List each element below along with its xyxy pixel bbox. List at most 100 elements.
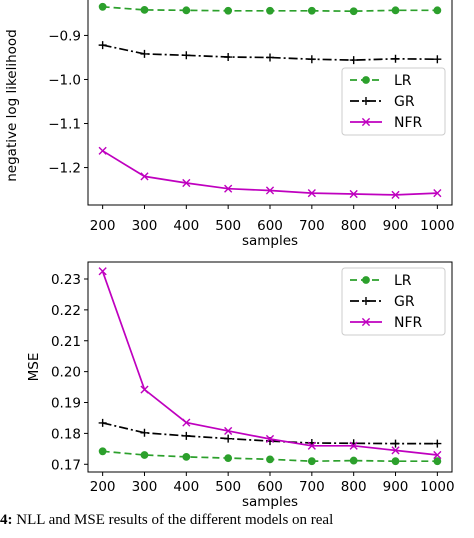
data-point-gr xyxy=(182,431,191,440)
x-tick-label: 200 xyxy=(90,479,116,495)
data-point-gr xyxy=(98,418,107,427)
y-tick-label: 0.22 xyxy=(51,303,81,319)
x-tick-label: 900 xyxy=(383,218,409,234)
x-tick-label: 1000 xyxy=(420,218,454,234)
legend-marker-lr xyxy=(362,276,370,284)
y-tick-label: −0.9 xyxy=(48,28,81,44)
data-point-nfr xyxy=(265,186,275,195)
data-point-gr xyxy=(224,434,233,443)
data-point-lr xyxy=(140,5,149,14)
x-tick-label: 800 xyxy=(341,218,367,234)
legend-label-lr: LR xyxy=(394,273,412,289)
legend-marker-nfr xyxy=(361,117,371,127)
data-point-lr xyxy=(307,6,316,15)
x-axis-label: samples xyxy=(242,233,298,249)
y-tick-label: 0.19 xyxy=(51,396,81,412)
data-point-gr xyxy=(433,55,442,64)
y-tick-label: −1.0 xyxy=(48,72,81,88)
x-axis-label: samples xyxy=(242,494,298,510)
x-tick-label: 700 xyxy=(299,479,325,495)
data-point-nfr xyxy=(433,189,442,198)
x-tick-label: 1000 xyxy=(420,479,454,495)
data-point-gr xyxy=(182,51,191,60)
data-point-lr xyxy=(182,6,191,15)
series-line-gr xyxy=(102,422,438,445)
y-tick-label: 0.23 xyxy=(51,272,81,288)
y-tick-label: −1.1 xyxy=(48,117,81,133)
data-point-nfr xyxy=(224,184,233,193)
legend-marker-gr xyxy=(362,97,370,105)
caption-text: NLL and MSE results of the different mod… xyxy=(12,512,334,528)
mse-chart: 0.17 0.18 0.19 0.20 0.21 0.22 0.23 200 300 400 500… xyxy=(26,261,455,510)
data-point-lr xyxy=(224,454,233,463)
data-point-nfr xyxy=(349,189,358,199)
x-tick-label: 200 xyxy=(90,218,116,234)
data-point-lr xyxy=(391,6,400,15)
data-point-nfr xyxy=(391,190,400,199)
x-tick-label: 500 xyxy=(215,218,241,234)
data-point-gr xyxy=(224,53,233,62)
data-point-nfr xyxy=(182,418,191,427)
data-point-nfr xyxy=(182,178,191,188)
data-point-lr xyxy=(266,6,274,15)
data-point-nfr xyxy=(98,267,107,276)
legend-box xyxy=(341,267,446,336)
nll-chart: −0.9 −1.0 −1.1 −1.2 200 300 400 500 600 700 800 900… xyxy=(4,0,455,249)
x-tick-label: 400 xyxy=(173,479,199,495)
x-tick-label: 600 xyxy=(257,479,283,495)
y-axis-label: negative log likelihood xyxy=(4,29,20,182)
data-point-lr xyxy=(140,451,149,459)
legend-label-gr: GR xyxy=(394,94,415,110)
legend-label-gr: GR xyxy=(394,294,415,310)
data-point-gr xyxy=(391,54,400,63)
data-point-nfr xyxy=(433,450,442,460)
data-point-gr xyxy=(140,49,149,58)
y-tick-label: 0.20 xyxy=(51,365,81,381)
legend-box xyxy=(341,67,446,136)
data-point-nfr xyxy=(224,426,233,436)
y-axis-label: MSE xyxy=(26,353,42,382)
x-tick-label: 800 xyxy=(341,479,367,495)
data-point-gr xyxy=(349,56,358,65)
data-point-lr xyxy=(98,2,107,11)
data-point-nfr xyxy=(140,385,149,394)
y-tick-label: 0.21 xyxy=(51,334,81,350)
data-point-nfr xyxy=(307,441,316,450)
data-point-gr xyxy=(140,428,149,437)
x-tick-label: 400 xyxy=(173,218,199,234)
x-tick-label: 600 xyxy=(257,218,283,234)
y-tick-label: 0.18 xyxy=(51,426,81,442)
legend-marker-nfr xyxy=(361,317,371,327)
data-point-nfr xyxy=(265,434,275,444)
data-point-lr xyxy=(349,7,358,16)
y-tick-label: −1.2 xyxy=(48,161,81,177)
x-tick-label: 300 xyxy=(132,218,158,234)
data-point-nfr xyxy=(98,146,107,155)
data-point-lr xyxy=(266,455,274,464)
legend-label-nfr: NFR xyxy=(394,315,423,331)
data-point-lr xyxy=(391,457,400,466)
data-point-lr xyxy=(98,447,107,456)
data-point-lr xyxy=(433,457,442,466)
data-point-lr xyxy=(224,6,233,15)
legend-label-lr: LR xyxy=(394,73,412,89)
data-point-nfr xyxy=(307,189,316,198)
data-point-lr xyxy=(182,452,191,461)
data-point-gr xyxy=(433,439,442,448)
legend-label-nfr: NFR xyxy=(394,115,423,131)
data-point-gr xyxy=(391,439,400,448)
data-point-lr xyxy=(307,457,316,466)
series-line-nfr xyxy=(102,150,438,196)
data-point-lr xyxy=(349,456,358,465)
figure-caption: 4: NLL and MSE results of the different … xyxy=(0,512,474,538)
data-point-nfr xyxy=(391,446,400,455)
x-tick-label: 900 xyxy=(383,479,409,495)
data-point-gr xyxy=(98,41,107,50)
caption-label: 4: xyxy=(0,512,13,528)
data-point-nfr xyxy=(140,172,149,181)
y-tick-label: 0.17 xyxy=(51,457,81,473)
legend-marker-lr xyxy=(362,76,370,84)
x-tick-label: 500 xyxy=(215,479,241,495)
data-point-gr xyxy=(266,53,274,62)
